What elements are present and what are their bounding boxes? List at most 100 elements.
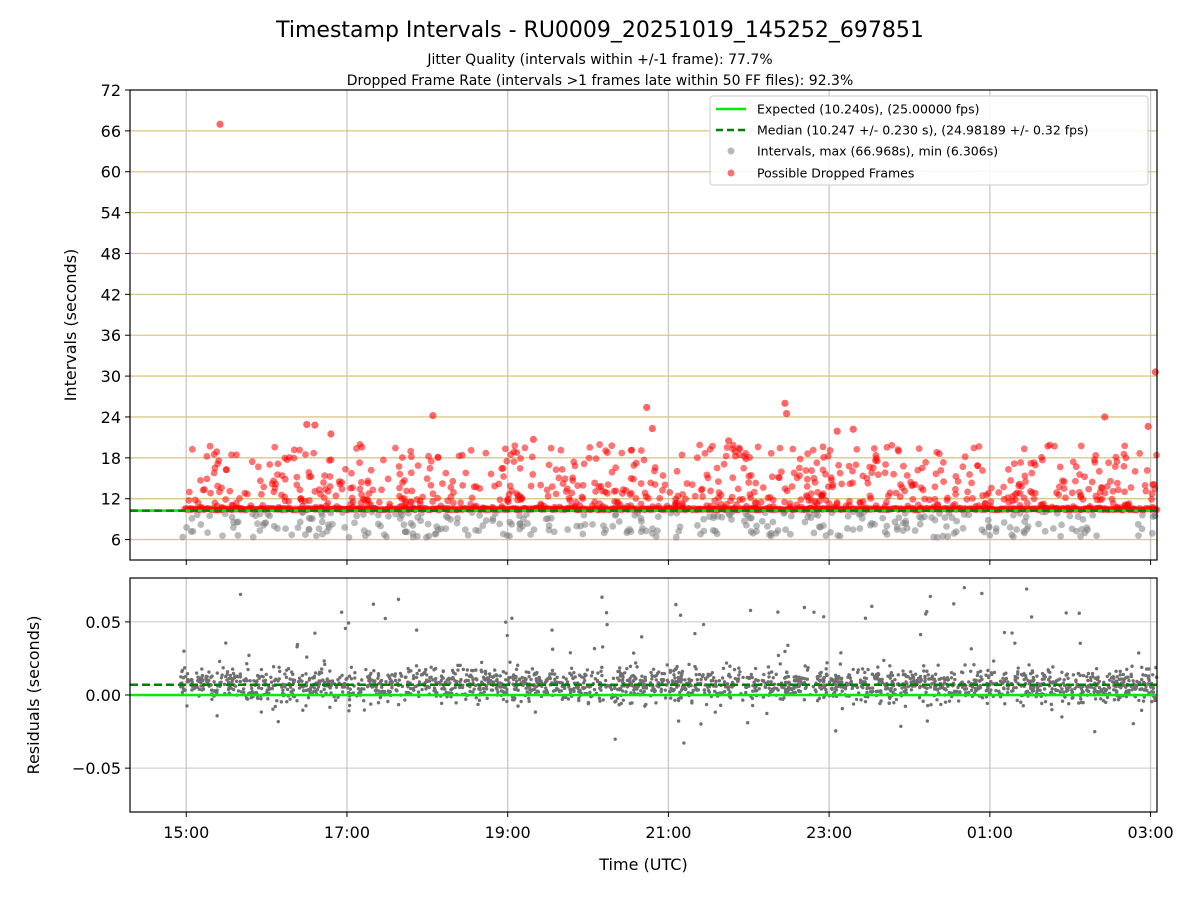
dropped-frame-point [661,481,669,489]
interval-point [523,511,530,518]
dropped-frame-point [559,480,567,487]
interval-point [296,518,304,526]
dropped-frame-point [1021,472,1029,480]
residual-point [1118,669,1122,674]
dropped-frame-point [551,503,559,511]
dropped-frame-point [1114,503,1121,511]
dropped-frame-point [731,452,739,460]
residual-point [386,699,390,704]
residual-point [926,673,930,677]
residual-point [375,688,379,692]
residual-point [322,680,327,685]
interval-point [433,523,441,531]
residual-point [713,710,717,714]
dropped-frame-point [419,493,426,501]
residual-point [259,686,264,691]
residual-point [471,678,475,682]
residual-point [1071,673,1076,677]
residual-point [882,658,886,663]
interval-point [728,516,735,523]
residual-point [581,685,585,690]
residual-point [889,686,894,690]
interval-point [489,515,497,522]
residual-point [304,672,308,676]
residual-point [514,679,519,683]
chart-title: Timestamp Intervals - RU0009_20251019_14… [275,18,924,43]
residual-point [776,688,780,692]
interval-point [609,522,617,530]
residual-point [620,689,625,693]
dropped-frame-point [900,462,907,470]
dropped-frame-point [416,500,424,508]
dropped-frame-point [449,499,457,507]
dropped-frame-point [1011,490,1019,498]
interval-point [902,517,910,525]
dropped-frame-point [321,472,328,480]
residual-point [564,677,568,681]
residual-point [722,689,727,694]
dropped-frame-point [516,464,524,472]
dropped-frame-point [399,479,406,486]
interval-point [360,511,367,518]
residual-point [414,664,419,668]
residual-point [600,645,605,649]
chart-subtitle-dropped: Dropped Frame Rate (intervals >1 frames … [347,73,854,89]
residual-point [830,686,834,690]
residual-point [516,688,520,692]
dropped-frame-point [201,486,208,493]
residual-point [207,678,211,683]
residual-point [1078,641,1082,645]
residual-point [236,689,241,693]
residual-point [1023,673,1028,678]
dropped-frame-point [1038,501,1046,509]
residual-point [505,690,509,695]
dropped-frame-point [396,470,404,478]
residual-point [273,704,278,709]
dropped-frame-point [1127,484,1135,491]
residual-point [343,682,347,687]
residual-point [699,677,703,682]
dropped-frame-point [596,441,603,448]
residual-point [619,701,623,706]
residual-point [483,669,488,674]
residual-point [382,689,387,694]
dropped-frame-point [870,445,878,452]
dropped-frame-point [548,483,556,491]
residual-point [688,680,692,684]
residual-point [207,670,211,674]
interval-point [413,532,421,540]
residual-point [396,597,401,602]
residual-point [972,662,976,667]
residual-point [455,679,459,684]
residual-point [572,686,576,691]
interval-point [234,532,242,539]
residual-point [672,673,676,677]
residual-point [393,678,398,683]
dropped-frame-point [218,503,226,511]
interval-point [626,525,634,533]
interval-point [341,524,349,531]
residual-point [261,675,265,679]
residual-point [863,680,867,684]
dropped-frame-point [1092,451,1100,459]
residual-point [858,678,863,682]
intervals-y-tick-label: 48 [101,244,121,263]
residual-point [297,686,302,690]
residual-point [1096,690,1100,694]
dropped-frame-point [347,500,355,508]
dropped-frame-point [1121,442,1129,450]
residual-point [978,679,982,683]
residual-point [520,675,524,680]
dropped-frame-point [365,490,373,498]
intervals-y-tick-label: 66 [101,122,121,141]
residual-point [474,668,478,672]
dropped-frame-point [395,463,403,470]
residual-point [317,682,322,686]
dropped-frame-point [931,483,939,491]
dropped-frame-point [723,444,731,451]
dropped-frame-point [467,446,475,454]
interval-point [475,527,483,535]
residual-point [477,698,482,703]
residual-point [1118,673,1122,677]
residual-point [533,710,538,714]
